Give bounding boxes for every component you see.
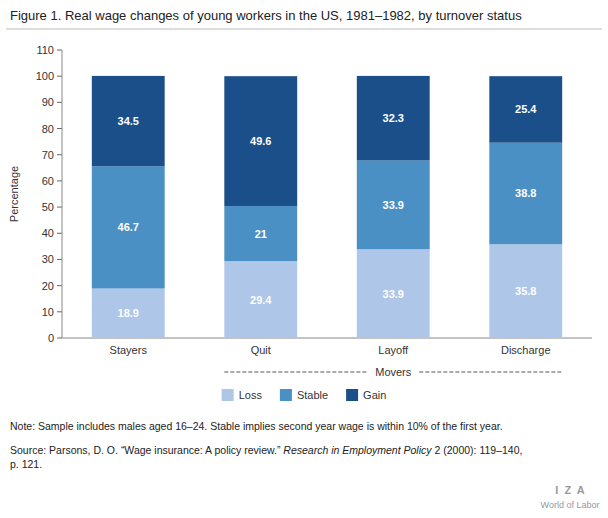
annotation: Movers (375, 366, 412, 378)
y-tick (57, 338, 62, 339)
bar-segment (224, 206, 297, 261)
y-tick-label: 70 (42, 149, 54, 161)
y-axis-line (62, 50, 63, 338)
legend-swatch (280, 389, 292, 401)
x-tick-label: Layoff (378, 344, 409, 356)
source-text: Research in Employment Policy (283, 444, 432, 456)
bar-segment (92, 166, 165, 288)
y-tick (57, 285, 62, 286)
data-label: 46.7 (118, 221, 139, 233)
bar-segment (92, 76, 165, 166)
data-label: 35.8 (515, 285, 536, 297)
source-text: Source: Parsons, D. O. “Wage insurance: … (10, 444, 283, 456)
x-tick-label: Quit (251, 344, 271, 356)
y-tick (57, 154, 62, 155)
legend-entry: Loss (239, 389, 263, 401)
axes: 0 10 20 30 40 50 60 70 80 90 100 110 Percentage Staye… (8, 44, 592, 356)
y-tick (57, 102, 62, 103)
y-tick-label: 50 (42, 201, 54, 213)
data-label: 29.4 (250, 294, 272, 306)
chart: Figure 1. Real wage changes of young wor… (0, 0, 608, 518)
bars (92, 76, 562, 338)
bar-segment (357, 76, 430, 161)
y-tick-label: 10 (42, 306, 54, 318)
data-label: 33.9 (383, 288, 404, 300)
y-tick (57, 76, 62, 77)
y-tick (57, 50, 62, 51)
legend: Loss Stable Gain (222, 389, 387, 401)
data-label: 21 (255, 228, 267, 240)
y-tick (57, 128, 62, 129)
title: Figure 1. Real wage changes of young wor… (10, 8, 522, 23)
bar-segment (92, 289, 165, 338)
data-label: 32.3 (383, 112, 404, 124)
y-tick (57, 311, 62, 312)
y-tick (57, 207, 62, 208)
chart-container: Figure 1. Real wage changes of young wor… (0, 0, 608, 518)
data-label: 38.8 (515, 187, 536, 199)
y-tick-label: 30 (42, 253, 54, 265)
data-label: 49.6 (250, 135, 271, 147)
movers-dash (419, 372, 562, 373)
y-tick-label: 60 (42, 175, 54, 187)
y-tick (57, 259, 62, 260)
y-tick-label: 20 (42, 280, 54, 292)
y-tick (57, 233, 62, 234)
y-tick-label: 90 (42, 96, 54, 108)
source-text: 2 (2000): 119–140, (432, 444, 523, 456)
title-rule (6, 29, 602, 30)
movers-group: Movers (224, 366, 562, 378)
legend-swatch (222, 389, 234, 401)
watermark: World of Labor (541, 500, 600, 510)
data-label: 33.9 (383, 199, 404, 211)
x-tick-label: Stayers (110, 344, 148, 356)
legend-swatch (346, 389, 358, 401)
y-axis-label: Percentage (8, 166, 20, 222)
bar-segment (489, 143, 562, 245)
data-label: 18.9 (118, 307, 139, 319)
bar-segment (489, 244, 562, 338)
bar-segment (357, 160, 430, 249)
y-tick-label: 0 (48, 332, 54, 344)
source: Source: Parsons, D. O. “Wage insurance: … (10, 444, 522, 456)
data-label: 25.4 (515, 103, 537, 115)
legend-entry: Stable (297, 389, 328, 401)
legend-entry: Gain (363, 389, 386, 401)
note: Note: Sample includes males aged 16–24. … (10, 420, 503, 432)
x-tick-label: Discharge (501, 344, 551, 356)
y-tick-label: 40 (42, 227, 54, 239)
y-tick-label: 80 (42, 123, 54, 135)
bar-segment (357, 249, 430, 338)
source-text: p. 121. (10, 458, 42, 470)
data-labels: 18.9 46.7 34.5 29.4 21 49.6 33.9 33.9 32.3 35.8 38… (118, 103, 538, 319)
data-label: 34.5 (118, 115, 139, 127)
bar-segment (489, 76, 562, 143)
y-tick-label: 110 (36, 44, 54, 56)
y-tick (57, 180, 62, 181)
bar-segment (224, 261, 297, 338)
y-tick-label: 100 (36, 70, 54, 82)
watermark: I Z A (555, 484, 585, 496)
movers-dash (224, 372, 367, 373)
bar-segment (224, 76, 297, 206)
